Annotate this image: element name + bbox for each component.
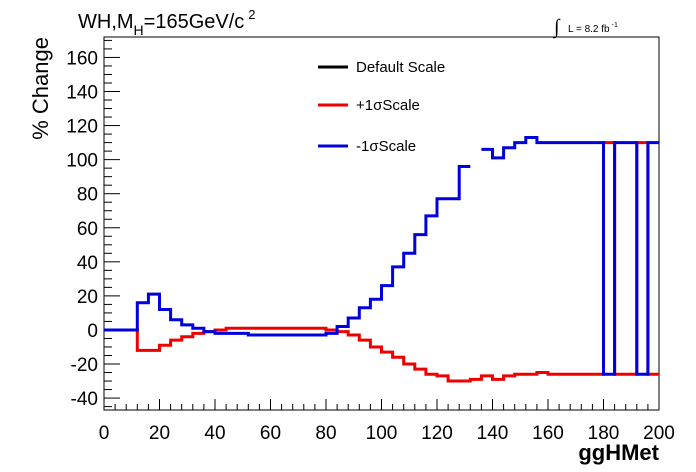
y-tick-label: 160 (66, 48, 98, 69)
x-axis: 0 20 40 60 80 100 120 140 160 180 200 (99, 399, 675, 444)
lumi-text: L = 8.2 fb (568, 24, 610, 35)
x-tick-label: 40 (204, 423, 225, 444)
title-subscript: H (134, 22, 144, 38)
y-tick-label: -20 (71, 355, 98, 376)
x-tick-label: 60 (260, 423, 281, 444)
title-superscript: 2 (248, 7, 255, 22)
lumi-label: L = 8.2 fb -1 (568, 22, 618, 35)
series-layer (104, 135, 659, 383)
x-tick-label: 120 (421, 423, 453, 444)
y-tick-label: 80 (77, 185, 98, 206)
legend-label-default-scale: Default Scale (356, 59, 445, 76)
y-tick-label: 60 (77, 219, 98, 240)
y-tick-label: 40 (77, 253, 98, 274)
y-axis-title: % Change (28, 37, 53, 140)
legend-label-minus-sigma: -1σScale (356, 138, 416, 155)
series-line-2 (104, 135, 659, 376)
x-tick-label: 80 (315, 423, 336, 444)
lumi-superscript: -1 (612, 22, 618, 29)
x-tick-label: 20 (149, 423, 170, 444)
x-tick-label: 200 (643, 423, 675, 444)
y-tick-label: 140 (66, 83, 98, 104)
y-tick-label: 120 (66, 117, 98, 138)
lumi-integral: ∫ (552, 16, 561, 39)
legend-label-plus-sigma: +1σScale (356, 97, 420, 114)
x-tick-label: 160 (532, 423, 564, 444)
x-tick-label: 100 (366, 423, 398, 444)
title-rest: =165GeV/c (144, 11, 245, 33)
chart-title: WH,MH=165GeV/c 2 (78, 7, 256, 38)
x-axis-title: ggHMet (578, 440, 659, 465)
y-tick-label: 0 (87, 321, 98, 342)
title-main: WH,M (78, 11, 134, 33)
legend: Default Scale +1σScale -1σScale (318, 59, 445, 155)
y-tick-label: 100 (66, 151, 98, 172)
y-tick-label: -40 (71, 389, 98, 410)
x-tick-label: 0 (99, 423, 110, 444)
y-axis: -40 -20 0 20 40 60 80 100 120 140 160 (66, 39, 120, 410)
x-tick-label: 180 (588, 423, 620, 444)
x-tick-label: 140 (477, 423, 509, 444)
y-tick-label: 20 (77, 287, 98, 308)
